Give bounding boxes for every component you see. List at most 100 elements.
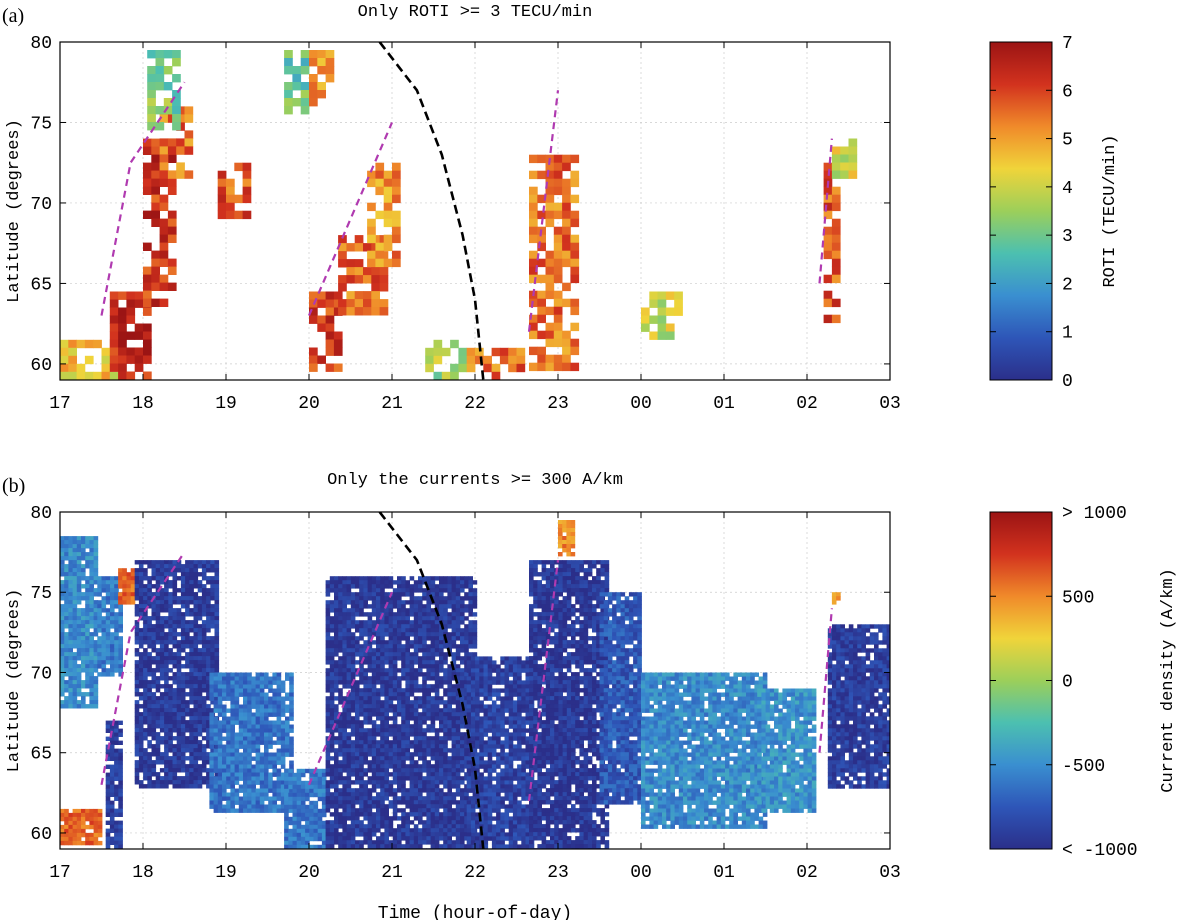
heatmap-cell [455,656,461,661]
heatmap-cell [443,672,448,677]
heatmap-cell [180,784,186,789]
heatmap-cell [380,732,385,737]
heatmap-cell [355,688,360,693]
heatmap-cell [168,724,173,729]
heatmap-cell [422,588,427,593]
heatmap-cell [363,576,368,581]
heatmap-cell [147,772,152,777]
heatmap-cell [376,604,381,609]
heatmap-cell [164,600,169,605]
heatmap-cell [176,784,182,789]
heatmap-cell [167,218,177,227]
heatmap-cell [185,564,190,569]
heatmap-cell [155,656,161,661]
heatmap-cell [363,736,368,741]
heatmap-cell [118,728,123,733]
heatmap-cell [189,676,194,681]
heatmap-cell [230,744,235,749]
heatmap-cell [367,170,376,180]
heatmap-cell [325,688,331,693]
heatmap-cell [384,748,389,753]
heatmap-cell [255,692,261,697]
heatmap-cell [288,828,293,834]
heatmap-cell [434,640,440,645]
heatmap-cell [313,800,319,806]
heatmap-cell [68,604,73,609]
heatmap-cell [342,592,347,597]
heatmap-cell [238,756,244,761]
heatmap-cell [405,668,410,673]
heatmap-cell [392,656,398,661]
heatmap-cell [243,704,248,709]
heatmap-cell [201,776,207,781]
heatmap-cell [300,768,306,774]
heatmap-cell [422,756,427,761]
heatmap-cell [64,680,69,685]
heatmap-cell [334,684,339,689]
heatmap-cell [405,616,410,621]
heatmap-cell [60,568,65,573]
heatmap-cell [280,748,286,753]
heatmap-cell [363,784,368,789]
heatmap-cell [405,640,410,645]
heatmap-cell [118,780,123,785]
heatmap-cell [451,716,457,721]
heatmap-cell [338,744,343,749]
heatmap-cell [60,608,65,613]
heatmap-cell [234,748,240,753]
heatmap-cell [350,608,356,613]
heatmap-cell [284,82,293,91]
heatmap-cell [460,688,465,693]
heatmap-cell [159,154,169,163]
heatmap-cell [209,784,214,789]
heatmap-cell [384,676,389,681]
heatmap-cell [472,696,478,701]
heatmap-cell [210,652,215,657]
heatmap-cell [234,768,240,773]
heatmap-cell [292,800,298,806]
heatmap-cell [72,632,78,637]
heatmap-cell [176,560,182,565]
heatmap-cell [376,640,381,645]
heatmap-cell [230,740,235,745]
heatmap-cell [234,704,240,709]
heatmap-cell [134,568,140,573]
heatmap-cell [76,704,82,709]
heatmap-cell [413,776,419,781]
heatmap-cell [89,700,94,705]
heatmap-cell [451,596,457,601]
heatmap-cell [422,776,427,781]
heatmap-cell [155,652,161,657]
heatmap-cell [338,588,343,593]
heatmap-cell [545,202,555,212]
heatmap-cell [168,748,173,753]
heatmap-cell [371,604,377,609]
heatmap-cell [76,640,82,645]
heatmap-cell [64,544,69,549]
heatmap-cell [264,744,269,749]
heatmap-cell [443,764,448,769]
heatmap-cell [226,772,231,777]
heatmap-cell [60,672,65,677]
heatmap-cell [81,564,86,569]
heatmap-cell [176,652,182,657]
heatmap-cell [529,234,538,244]
heatmap-cell [234,776,240,781]
heatmap-cell [159,708,165,713]
heatmap-cell [413,772,419,777]
heatmap-cell [247,744,252,749]
heatmap-cell [350,620,356,625]
heatmap-cell [392,616,398,621]
heatmap-cell [68,624,73,629]
heatmap-cell [226,748,231,753]
heatmap-cell [384,708,389,713]
heatmap-cell [562,362,571,372]
heatmap-cell [138,612,144,617]
heatmap-cell [159,752,165,757]
heatmap-cell [189,772,194,777]
heatmap-cell [441,371,451,380]
heatmap-cell [222,736,227,741]
heatmap-cell [329,696,335,701]
heatmap-cell [354,275,364,284]
heatmap-cell [422,636,427,641]
